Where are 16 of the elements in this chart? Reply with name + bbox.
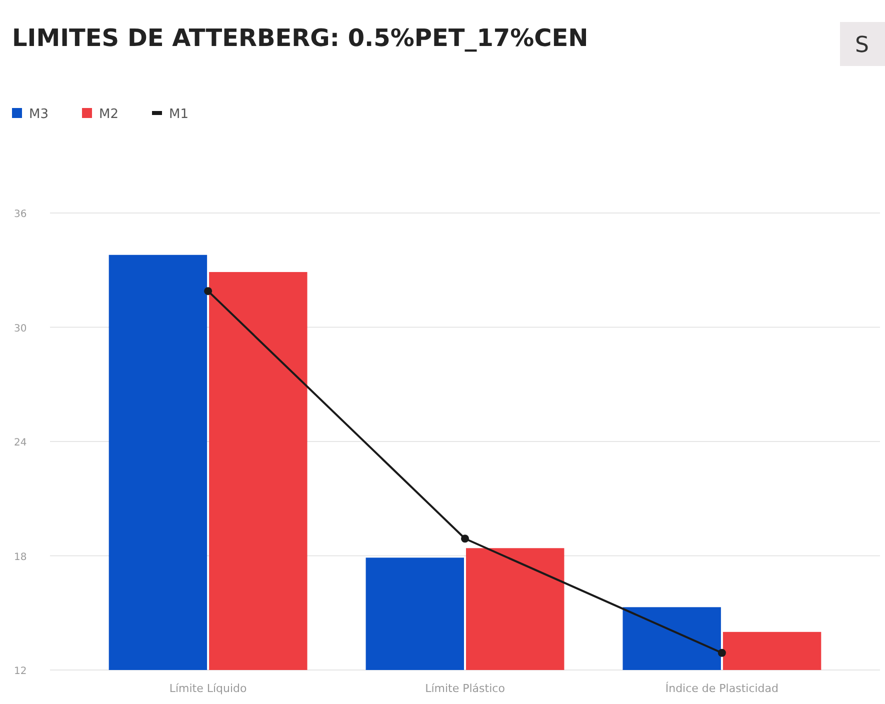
y-tick-label: 24 (14, 438, 27, 448)
point (718, 648, 726, 657)
text: S (855, 33, 869, 58)
point (461, 534, 469, 543)
x-tick-label: Límite Líquido (169, 682, 248, 695)
y-tick-label: 36 (14, 209, 27, 220)
x-tick-label: Límite Plástico (425, 682, 506, 695)
y-tick-label: 12 (14, 666, 27, 677)
legend-label: M2 (99, 107, 118, 122)
x-tick-label: Índice de Plasticidad (665, 681, 779, 695)
legend-label: M1 (169, 107, 188, 122)
y-tick-label: 18 (14, 552, 27, 563)
legend-label: M3 (29, 107, 48, 122)
y-tick-label: 30 (14, 323, 27, 334)
chart-title: LIMITES DE ATTERBERG: 0.5%PET_17%CEN (12, 24, 588, 52)
point (204, 287, 212, 296)
